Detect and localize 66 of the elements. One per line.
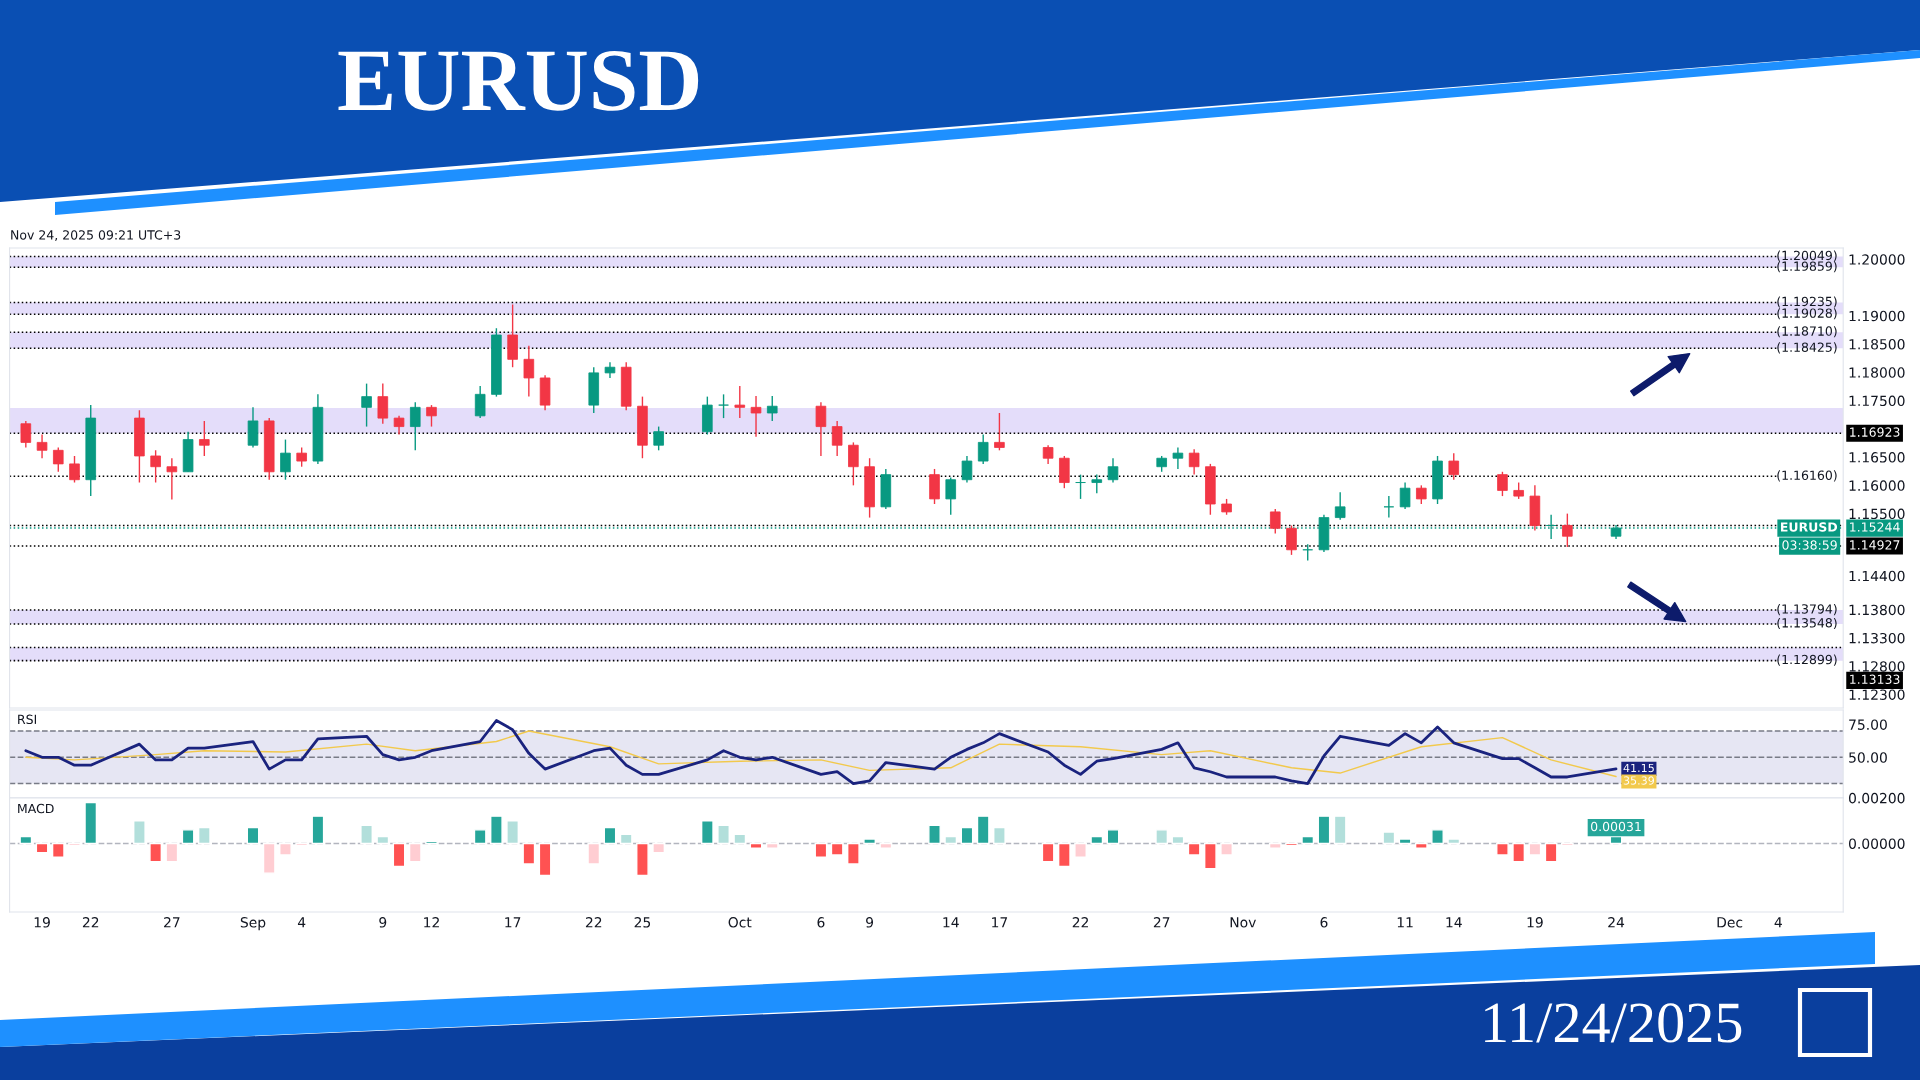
y-tick-label: 1.18500	[1849, 339, 1905, 350]
y-tick-label: 1.18000	[1849, 367, 1905, 378]
y-tick-label: 1.19000	[1849, 310, 1905, 322]
annotation: 03:38:59	[1782, 540, 1837, 550]
ref-line-label: (1.18425)	[1777, 342, 1837, 354]
ref-line-label: (1.19859)	[1777, 261, 1837, 273]
chart-title: EURUSD	[338, 51, 699, 111]
x-tick-label: 6	[817, 917, 825, 928]
x-tick-label: 11	[1397, 917, 1413, 928]
x-tick-label: 27	[1153, 917, 1170, 928]
x-tick-label: 6	[1320, 917, 1328, 928]
x-tick-label: 19	[1527, 917, 1543, 928]
y-tick-label: 1.14400	[1849, 570, 1905, 582]
y-tick-label: 1.20000	[1849, 254, 1905, 265]
ref-line-label: 1.15244	[1850, 522, 1900, 532]
x-tick-label: 19	[34, 917, 50, 928]
x-tick-label: 17	[505, 917, 521, 928]
x-tick-label: 27	[164, 917, 180, 928]
x-tick-label: 22	[1072, 917, 1088, 928]
ref-line-label: 1.16923	[1850, 427, 1900, 437]
ref-line-label: (1.19028)	[1777, 308, 1837, 320]
x-tick-label: Nov	[1230, 917, 1256, 928]
y-tick-label: 1.12800	[1849, 661, 1905, 672]
chart-title: MACD	[18, 803, 54, 814]
y-tick-label: 1.16500	[1849, 452, 1905, 463]
x-tick-label: 14	[943, 917, 959, 928]
text: 11/24/2025	[1485, 1003, 1742, 1043]
x-tick-label: 17	[992, 917, 1008, 928]
y-tick-label: 1.12300	[1849, 689, 1905, 700]
y-tick-label: 1.13800	[1849, 604, 1905, 616]
ref-line-label: (1.16160)	[1777, 470, 1837, 482]
data-label: 35.39	[1623, 776, 1654, 785]
ref-line-label: 1.13133	[1850, 674, 1900, 685]
ref-line-label: (1.19235)	[1777, 296, 1837, 308]
ref-line-label: (1.13794)	[1777, 604, 1837, 616]
y-tick-label: 75.00	[1849, 719, 1887, 730]
data-label: 41.15	[1623, 763, 1654, 773]
x-tick-label: 24	[1608, 917, 1625, 928]
y-tick-label: 0.00000	[1848, 838, 1905, 849]
y-tick-label: 1.15500	[1849, 508, 1905, 520]
x-tick-label: 14	[1446, 917, 1462, 928]
x-tick-label: 25	[634, 917, 651, 928]
text: Nov 24, 2025 09:21 UTC+3	[11, 230, 181, 241]
x-tick-label: 22	[585, 917, 602, 928]
x-tick-label: 22	[82, 917, 99, 928]
chart-title: RSI	[18, 714, 37, 725]
ref-line-label: (1.18710)	[1777, 326, 1837, 338]
x-tick-label: Dec	[1717, 917, 1743, 928]
x-tick-label: Oct	[728, 917, 752, 928]
x-tick-label: 4	[1774, 917, 1782, 928]
ref-line-label: (1.13548)	[1777, 617, 1837, 630]
x-tick-label: 4	[297, 917, 306, 928]
annotation: EURUSD	[1781, 522, 1838, 532]
y-tick-label: 0.00200	[1848, 792, 1905, 804]
ref-line-label: 1.14927	[1850, 540, 1900, 550]
ref-line-label: (1.12899)	[1777, 654, 1837, 666]
y-tick-label: 1.17500	[1849, 395, 1905, 407]
x-tick-label: Sep	[240, 917, 266, 931]
y-tick-label: 1.16000	[1849, 480, 1905, 491]
y-tick-label: 1.13300	[1849, 632, 1905, 644]
data-label: 0.00031	[1591, 821, 1641, 832]
x-tick-label: 9	[866, 917, 874, 928]
x-tick-label: 9	[379, 917, 387, 928]
y-tick-label: 50.00	[1849, 752, 1887, 763]
x-tick-label: 12	[424, 917, 439, 928]
ref-line-label: (1.20049)	[1777, 250, 1837, 262]
